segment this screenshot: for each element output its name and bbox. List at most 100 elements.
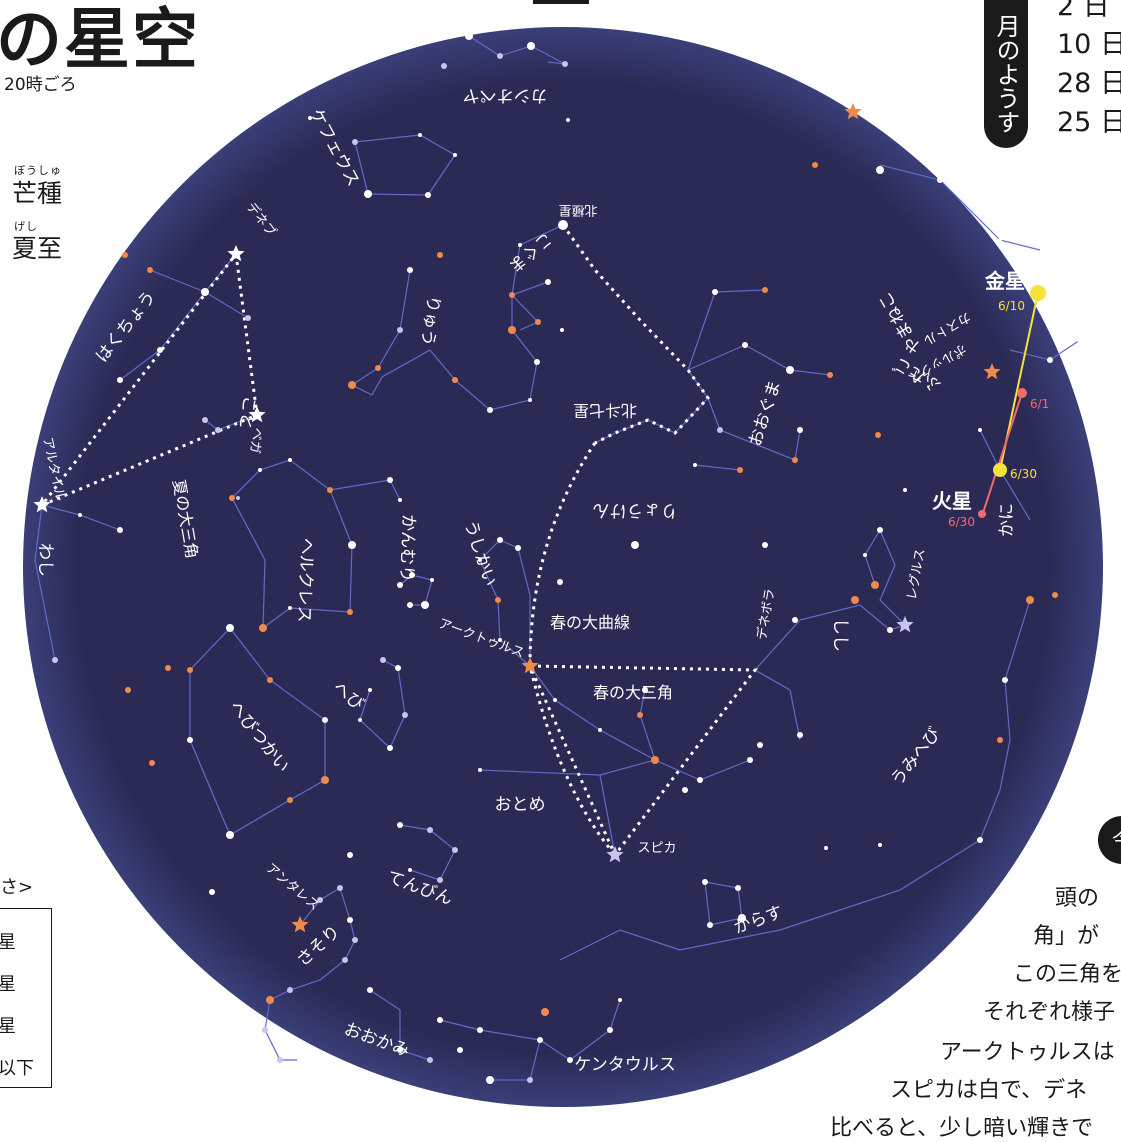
star-dot — [125, 687, 131, 693]
star-dot — [287, 987, 293, 993]
star-dot — [495, 597, 501, 603]
star-dot — [651, 756, 659, 764]
moon-event-4: 25 日 — [1057, 107, 1121, 138]
star-dot — [682, 787, 688, 793]
star-dot — [236, 496, 240, 500]
star-dot — [421, 601, 429, 609]
constellation-lines — [34, 35, 1081, 1081]
label-venus-date-2: 6/30 — [1010, 467, 1037, 481]
star-dot — [367, 987, 373, 993]
side-panel-badge: 今 — [1098, 816, 1121, 864]
planet-labels: 金星 6/10 6/30 火星 6/1 6/30 — [932, 269, 1049, 529]
legend-item-4: 以下 — [0, 1058, 34, 1079]
star-dot — [738, 914, 746, 922]
star-dot — [380, 657, 386, 663]
label-corona-borealis: かんむり — [396, 514, 418, 583]
star-dot — [545, 279, 551, 285]
observation-time: 20時ごろ — [4, 75, 77, 95]
star-dot — [402, 712, 408, 718]
side-text-2: 角」が — [1033, 924, 1100, 949]
label-lyra: こと — [235, 394, 260, 430]
mars-marker — [1017, 388, 1027, 398]
star-dot — [387, 745, 393, 751]
star-dot — [347, 917, 353, 923]
legend-item-2: 星 — [0, 974, 16, 995]
star-dot — [712, 289, 718, 295]
star-dot — [262, 1027, 268, 1033]
star-dot — [452, 847, 458, 853]
star-dot — [707, 922, 713, 928]
hydra-lines — [559, 599, 1031, 961]
regulus-star — [896, 616, 914, 633]
star-dot — [347, 609, 353, 615]
star-dot — [851, 596, 859, 604]
bright-stars — [33, 103, 1001, 933]
star-dot — [226, 624, 234, 632]
star-dot — [266, 996, 274, 1004]
star-dot — [348, 381, 356, 389]
star-dot — [398, 498, 402, 502]
big-dipper-line — [561, 224, 710, 445]
leo-lines — [754, 528, 907, 671]
star-dot — [527, 1077, 533, 1083]
label-cassiopeia: カシオペヤ — [463, 85, 548, 105]
star-dot — [797, 732, 803, 738]
star-dot — [762, 287, 768, 293]
star-dot — [347, 852, 353, 858]
star-dot — [317, 897, 323, 903]
deneb-star — [227, 245, 245, 262]
aquila-lines-2 — [34, 504, 56, 661]
star-dot — [348, 541, 356, 549]
label-virgo: おとめ — [495, 795, 546, 815]
star-dot — [267, 677, 273, 683]
star-dot — [642, 687, 648, 693]
term-ruby-1: ぼうしゅ — [14, 164, 62, 177]
term-ruby-2: げし — [14, 220, 38, 233]
star-dot — [735, 885, 741, 891]
star-dot — [702, 879, 708, 885]
label-venus: 金星 — [984, 269, 1025, 293]
star-dot — [607, 1027, 613, 1033]
moon-phase-tab: 月のようす — [984, 0, 1028, 148]
star-dot — [977, 837, 983, 843]
gemini-lines — [879, 164, 1041, 251]
star-dot — [202, 417, 208, 423]
altair-star — [33, 496, 51, 513]
star-dot — [693, 463, 697, 467]
star-dot — [497, 537, 503, 543]
star-dot — [537, 1037, 543, 1043]
star-dot — [478, 558, 482, 562]
star-dot — [1002, 677, 1008, 683]
star-dot — [786, 366, 794, 374]
summer-triangle-line — [37, 250, 259, 509]
star-dot — [876, 166, 884, 174]
star-dot — [209, 889, 215, 895]
label-polaris: 北極星 — [558, 202, 597, 218]
star-dot — [327, 487, 333, 493]
star-dot — [792, 617, 798, 623]
star-dot — [887, 627, 893, 633]
venus-end-marker — [993, 463, 1007, 477]
ursa-major-lines-2 — [687, 344, 831, 376]
moon-event-3: 28 日 — [1057, 68, 1121, 99]
star-dot — [562, 61, 568, 67]
ursa-major-lines-3 — [707, 397, 801, 461]
bootes-lines — [479, 539, 531, 667]
star-dot — [441, 63, 447, 69]
magnitude-legend — [0, 908, 52, 1088]
moon-event-1: 2 日 — [1057, 0, 1110, 22]
legend-item-1: 星 — [0, 932, 16, 953]
star-dot — [342, 957, 348, 963]
star-dot — [149, 760, 155, 766]
star-dot — [518, 243, 522, 247]
label-canes-venatici: りょうけん — [593, 500, 678, 520]
star-dot — [321, 776, 329, 784]
star-dot — [375, 365, 381, 371]
star-dot — [364, 190, 372, 198]
star-dot — [258, 468, 262, 472]
star-dots — [52, 32, 1083, 1084]
side-text-4: それぞれ様子 — [983, 1000, 1116, 1025]
star-dot — [337, 885, 343, 891]
virgo-lines-3 — [599, 774, 616, 856]
label-spica: スピカ — [637, 841, 676, 856]
